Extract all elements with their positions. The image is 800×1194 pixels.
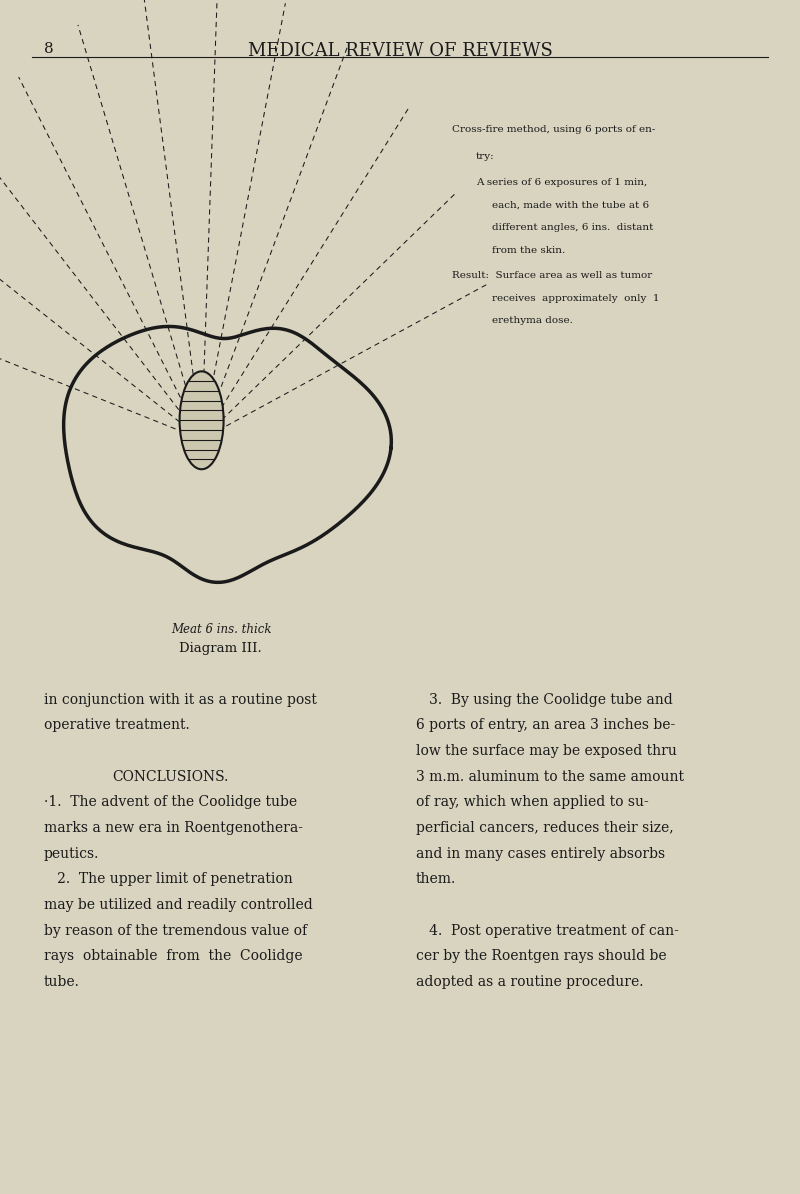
Text: of ray, which when applied to su-: of ray, which when applied to su-: [416, 795, 649, 810]
Ellipse shape: [179, 371, 224, 469]
Text: tube.: tube.: [44, 974, 80, 989]
Text: cer by the Roentgen rays should be: cer by the Roentgen rays should be: [416, 949, 666, 964]
Text: each, made with the tube at 6: each, made with the tube at 6: [492, 201, 649, 210]
Text: peutics.: peutics.: [44, 847, 99, 861]
Text: 6 ports of entry, an area 3 inches be-: 6 ports of entry, an area 3 inches be-: [416, 719, 675, 732]
Text: 3 m.m. aluminum to the same amount: 3 m.m. aluminum to the same amount: [416, 770, 684, 783]
Text: in conjunction with it as a routine post: in conjunction with it as a routine post: [44, 693, 317, 707]
Text: Meat 6 ins. thick: Meat 6 ins. thick: [171, 623, 272, 636]
Text: Cross-fire method, using 6 ports of en-: Cross-fire method, using 6 ports of en-: [452, 125, 655, 135]
Text: and in many cases entirely absorbs: and in many cases entirely absorbs: [416, 847, 665, 861]
Text: A series of 6 exposures of 1 min,: A series of 6 exposures of 1 min,: [476, 178, 647, 187]
Text: Diagram III.: Diagram III.: [178, 642, 262, 656]
Text: adopted as a routine procedure.: adopted as a routine procedure.: [416, 974, 643, 989]
Text: try:: try:: [476, 152, 494, 161]
Text: rays  obtainable  from  the  Coolidge: rays obtainable from the Coolidge: [44, 949, 302, 964]
Text: from the skin.: from the skin.: [492, 246, 566, 256]
Text: receives  approximately  only  1: receives approximately only 1: [492, 294, 659, 303]
Text: 8: 8: [44, 42, 54, 56]
Text: ·1.  The advent of the Coolidge tube: ·1. The advent of the Coolidge tube: [44, 795, 297, 810]
Text: 3.  By using the Coolidge tube and: 3. By using the Coolidge tube and: [416, 693, 673, 707]
Text: 4.  Post operative treatment of can-: 4. Post operative treatment of can-: [416, 924, 679, 937]
Text: operative treatment.: operative treatment.: [44, 719, 190, 732]
Text: them.: them.: [416, 872, 456, 886]
Text: by reason of the tremendous value of: by reason of the tremendous value of: [44, 924, 307, 937]
Text: erethyma dose.: erethyma dose.: [492, 316, 573, 326]
Text: may be utilized and readily controlled: may be utilized and readily controlled: [44, 898, 313, 912]
Text: MEDICAL REVIEW OF REVIEWS: MEDICAL REVIEW OF REVIEWS: [247, 42, 553, 60]
Text: different angles, 6 ins.  distant: different angles, 6 ins. distant: [492, 223, 654, 233]
Text: perficial cancers, reduces their size,: perficial cancers, reduces their size,: [416, 821, 674, 835]
Text: marks a new era in Roentgenothera-: marks a new era in Roentgenothera-: [44, 821, 303, 835]
Text: low the surface may be exposed thru: low the surface may be exposed thru: [416, 744, 677, 758]
Text: CONCLUSIONS.: CONCLUSIONS.: [112, 770, 228, 783]
Text: 2.  The upper limit of penetration: 2. The upper limit of penetration: [44, 872, 293, 886]
Text: Result:  Surface area as well as tumor: Result: Surface area as well as tumor: [452, 271, 652, 281]
